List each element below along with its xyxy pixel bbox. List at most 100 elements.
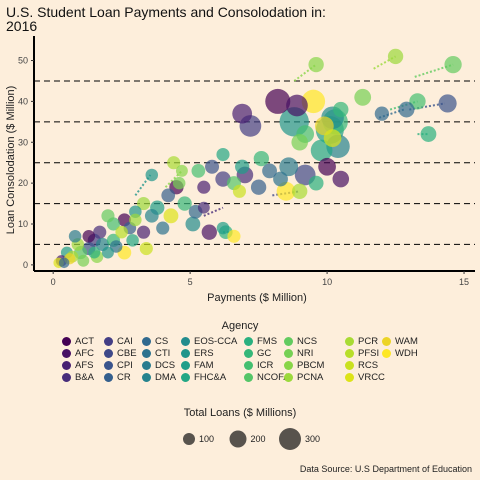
data-point [205, 159, 220, 174]
size-legend-label: 300 [305, 434, 320, 444]
data-point [323, 129, 342, 148]
legend-label: WDH [395, 348, 418, 359]
data-point [291, 133, 308, 151]
data-point [215, 171, 231, 187]
data-point [398, 101, 415, 118]
data-point [197, 201, 210, 214]
legend-swatch [104, 361, 113, 370]
data-point [167, 156, 181, 170]
data-point [136, 196, 151, 211]
data-point [177, 196, 192, 211]
legend-swatch [104, 337, 113, 346]
data-point [332, 170, 350, 188]
y-tick-label: 0 [23, 260, 28, 270]
legend-swatch [284, 349, 293, 358]
data-point [82, 229, 96, 243]
data-point [308, 175, 324, 191]
data-point [333, 101, 349, 118]
data-point [444, 55, 462, 74]
legend-label: PFSI [358, 348, 380, 359]
legend-label: FAM [194, 360, 214, 371]
data-point [262, 163, 277, 179]
size-legend: 100 200 300 [183, 428, 320, 450]
data-point [175, 164, 188, 177]
data-point [145, 168, 159, 182]
data-point [374, 106, 390, 121]
data-point [250, 179, 267, 195]
x-axis-label: Payments ($ Million) [207, 292, 307, 304]
legend-swatch [142, 349, 151, 358]
data-point [235, 159, 250, 174]
data-point [286, 94, 308, 117]
legend-swatch [142, 337, 151, 346]
size-legend-circle [183, 433, 195, 445]
legend-swatch [284, 337, 293, 346]
legend-swatch [244, 373, 253, 382]
data-point [156, 221, 170, 235]
size-legend-label: 100 [199, 434, 214, 444]
legend-swatch [181, 373, 190, 382]
legend-swatch [181, 337, 190, 346]
legend-swatch [284, 361, 293, 370]
legend-swatch [244, 337, 253, 346]
trajectory-line [389, 100, 418, 111]
data-point [232, 184, 247, 198]
size-legend-title: Total Loans ($ Millions) [183, 407, 297, 419]
legend-label: GC [257, 348, 272, 359]
x-tick-label: 0 [51, 277, 56, 287]
data-point [126, 234, 139, 247]
legend-swatch [62, 337, 71, 346]
data-point [292, 183, 308, 199]
legend-label: ACT [75, 336, 94, 347]
legend-title: Agency [221, 320, 259, 332]
data-point [102, 246, 114, 259]
legend-label: ICR [257, 360, 274, 371]
legend-label: NCOFA [257, 372, 290, 383]
data-point [129, 213, 142, 227]
legend-label: FMS [257, 336, 278, 347]
data-point [185, 216, 201, 232]
legend-label: CAI [117, 336, 133, 347]
data-point [139, 241, 153, 256]
data-point [201, 224, 217, 240]
data-point [58, 257, 70, 269]
legend-label: VRCC [358, 372, 385, 383]
legend-swatch [244, 349, 253, 358]
legend-swatch [142, 373, 151, 382]
legend-swatch [382, 337, 391, 346]
y-tick-label: 30 [18, 137, 28, 147]
data-point [265, 88, 291, 114]
data-point [318, 157, 336, 176]
legend-swatch [104, 349, 113, 358]
data-point [420, 126, 437, 143]
legend-label: CPI [117, 360, 133, 371]
data-point [197, 180, 211, 194]
legend-swatch [62, 373, 71, 382]
legend-swatch [345, 373, 354, 382]
legend-swatch [181, 361, 190, 370]
data-point [115, 225, 128, 239]
legend-label: PBCM [297, 360, 325, 371]
data-point [253, 150, 270, 167]
legend-label: NCS [297, 336, 318, 347]
legend-label: AFC [75, 348, 94, 359]
data-point [438, 94, 457, 113]
trajectory-line [293, 63, 317, 82]
data-point [227, 229, 241, 243]
data-point [191, 164, 206, 178]
legend-swatch [244, 361, 253, 370]
legend-swatch [382, 349, 391, 358]
legend-swatch [62, 349, 71, 358]
legend-swatch [181, 349, 190, 358]
chart-title: U.S. Student Loan Payments and Consoloda… [6, 4, 326, 34]
x-tick-label: 10 [322, 277, 332, 287]
y-tick-label: 40 [18, 96, 28, 106]
legend-swatch [62, 361, 71, 370]
y-tick-label: 20 [18, 178, 28, 188]
legend-label: RCS [358, 360, 379, 371]
data-point [276, 181, 296, 201]
legend-swatch [345, 361, 354, 370]
legend-swatch [345, 337, 354, 346]
x-tick-label: 5 [188, 277, 193, 287]
